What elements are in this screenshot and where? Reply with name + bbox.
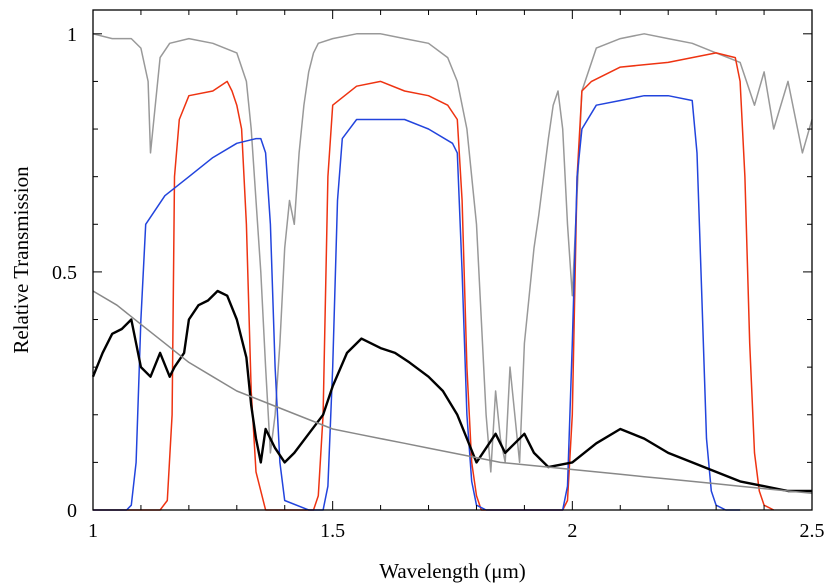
- x-tick-label: 1.5: [320, 520, 345, 542]
- series-layer: [91, 33, 813, 511]
- series-line-1: [92, 33, 813, 473]
- series-line-4: [91, 289, 812, 493]
- y-tick-label: 0: [67, 500, 77, 522]
- series-line-5: [92, 290, 813, 495]
- x-tick-label: 2.5: [800, 520, 825, 542]
- y-tick-label: 0.5: [52, 262, 77, 284]
- y-axis-title: Relative Transmission: [9, 166, 33, 354]
- x-tick-label: 1: [88, 520, 98, 542]
- x-tick-label: 2: [567, 520, 577, 542]
- series-line-2: [93, 52, 775, 511]
- x-axis-title: Wavelength (μm): [379, 559, 526, 583]
- x-tick-labels: 1 1.5 2 2.5: [88, 520, 825, 542]
- plot-frame: [92, 9, 813, 511]
- y-tick-labels: 00.51: [52, 24, 77, 522]
- series-line-3: [93, 94, 741, 511]
- tick-marks: [92, 10, 813, 511]
- y-tick-label: 1: [67, 24, 77, 46]
